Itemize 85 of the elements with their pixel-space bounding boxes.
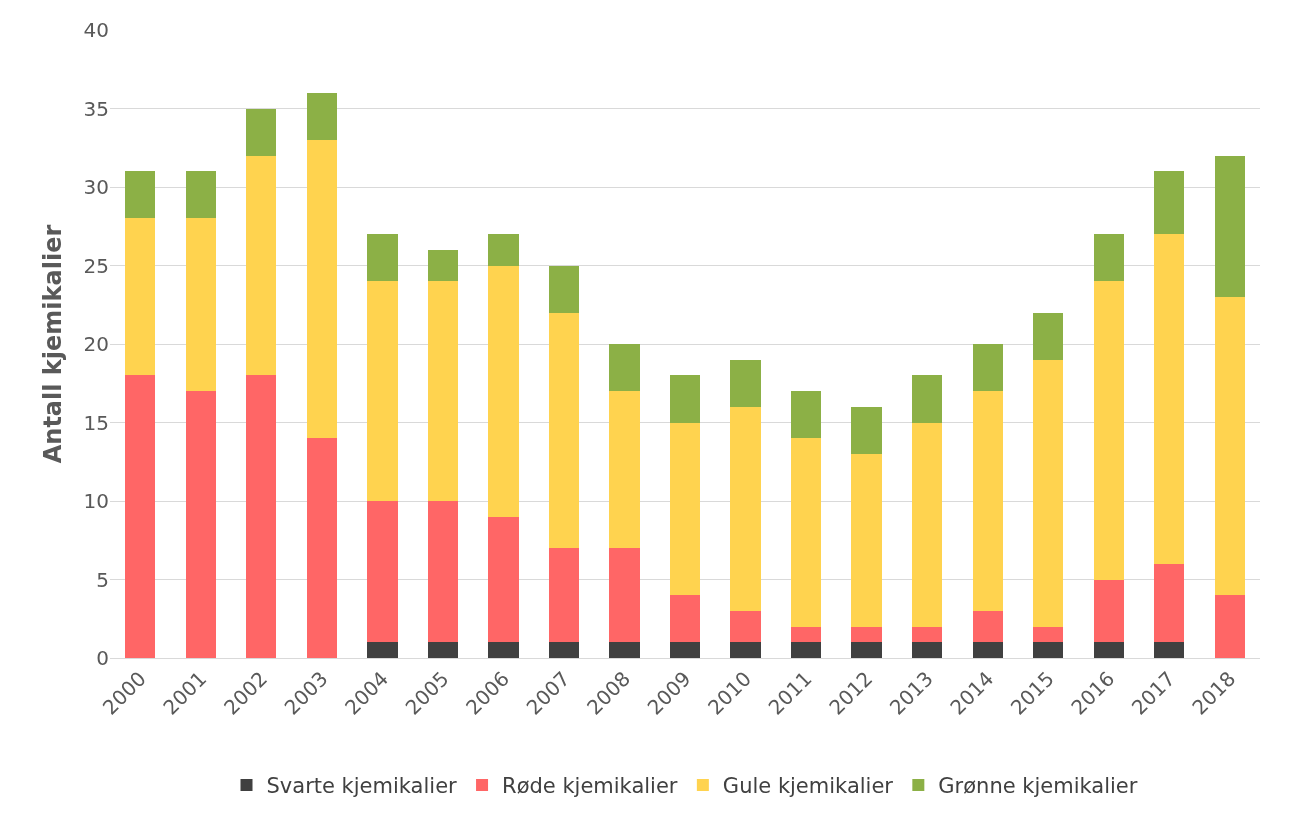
bar	[125, 218, 156, 376]
bar	[548, 265, 580, 313]
bar	[911, 375, 943, 423]
bar	[1154, 563, 1185, 643]
bar	[669, 642, 701, 658]
bar	[851, 626, 882, 643]
bar	[1093, 281, 1124, 580]
bar	[1093, 234, 1124, 282]
y-tick-label: 30	[83, 175, 109, 199]
bar	[427, 249, 459, 282]
bar	[246, 155, 277, 376]
bar	[609, 642, 640, 658]
bar	[427, 281, 459, 501]
y-tick-label: 25	[83, 253, 109, 278]
bar	[1033, 642, 1064, 658]
bar	[488, 642, 519, 658]
bar	[488, 234, 519, 266]
y-axis-title: Antall kjemikalier	[38, 224, 67, 464]
y-tick-label: 40	[83, 18, 109, 42]
legend-label: Svarte kjemikalier	[266, 774, 458, 799]
bar	[851, 453, 882, 627]
bar	[367, 281, 398, 501]
bar	[185, 218, 216, 392]
bar	[911, 642, 943, 658]
bar	[1214, 155, 1245, 297]
bar	[427, 501, 459, 643]
bar	[548, 642, 580, 658]
bar	[185, 391, 216, 658]
bar	[851, 642, 882, 658]
bar	[548, 312, 580, 549]
bar	[367, 234, 398, 282]
bar	[730, 359, 761, 407]
bar	[367, 642, 398, 658]
bar	[1154, 234, 1185, 564]
bar	[306, 139, 337, 439]
bar	[972, 610, 1003, 643]
bar	[1093, 642, 1124, 658]
bar	[1033, 312, 1064, 360]
bar	[125, 171, 156, 219]
bar	[1154, 171, 1185, 235]
bar	[609, 344, 640, 392]
bar	[669, 422, 701, 596]
bar	[790, 626, 822, 643]
bar	[730, 642, 761, 658]
bar	[1033, 626, 1064, 643]
bar	[548, 548, 580, 643]
y-tick-label: 10	[83, 489, 109, 513]
bar	[488, 265, 519, 517]
legend-label: Grønne kjemikalier	[938, 774, 1138, 799]
bar	[790, 391, 822, 439]
y-tick-label: 35	[83, 96, 109, 121]
bar	[306, 438, 337, 658]
bar	[488, 516, 519, 643]
bar	[306, 92, 337, 140]
bar	[972, 391, 1003, 611]
bar	[246, 375, 277, 658]
bar	[730, 406, 761, 611]
bar	[609, 548, 640, 643]
bar	[1033, 359, 1064, 627]
bar	[185, 171, 216, 219]
bar	[972, 344, 1003, 392]
bar	[911, 626, 943, 643]
bar	[669, 595, 701, 643]
bar	[790, 642, 822, 658]
bar	[367, 501, 398, 643]
bar	[1093, 579, 1124, 643]
bar	[730, 610, 761, 643]
bar	[911, 422, 943, 627]
bar	[972, 642, 1003, 658]
legend-label: Røde kjemikalier	[502, 774, 678, 799]
bar	[246, 108, 277, 156]
bar	[851, 406, 882, 454]
bar	[427, 642, 459, 658]
legend-label: Gule kjemikalier	[722, 774, 894, 799]
bar	[1214, 595, 1245, 658]
bar	[125, 375, 156, 658]
y-tick-label: 0	[96, 646, 109, 670]
y-tick-label: 15	[83, 410, 109, 435]
bar	[1154, 642, 1185, 658]
bar	[790, 438, 822, 627]
y-tick-label: 5	[96, 567, 109, 592]
y-tick-label: 20	[83, 332, 109, 356]
bar	[669, 375, 701, 423]
bar	[609, 391, 640, 549]
bar	[1214, 296, 1245, 596]
